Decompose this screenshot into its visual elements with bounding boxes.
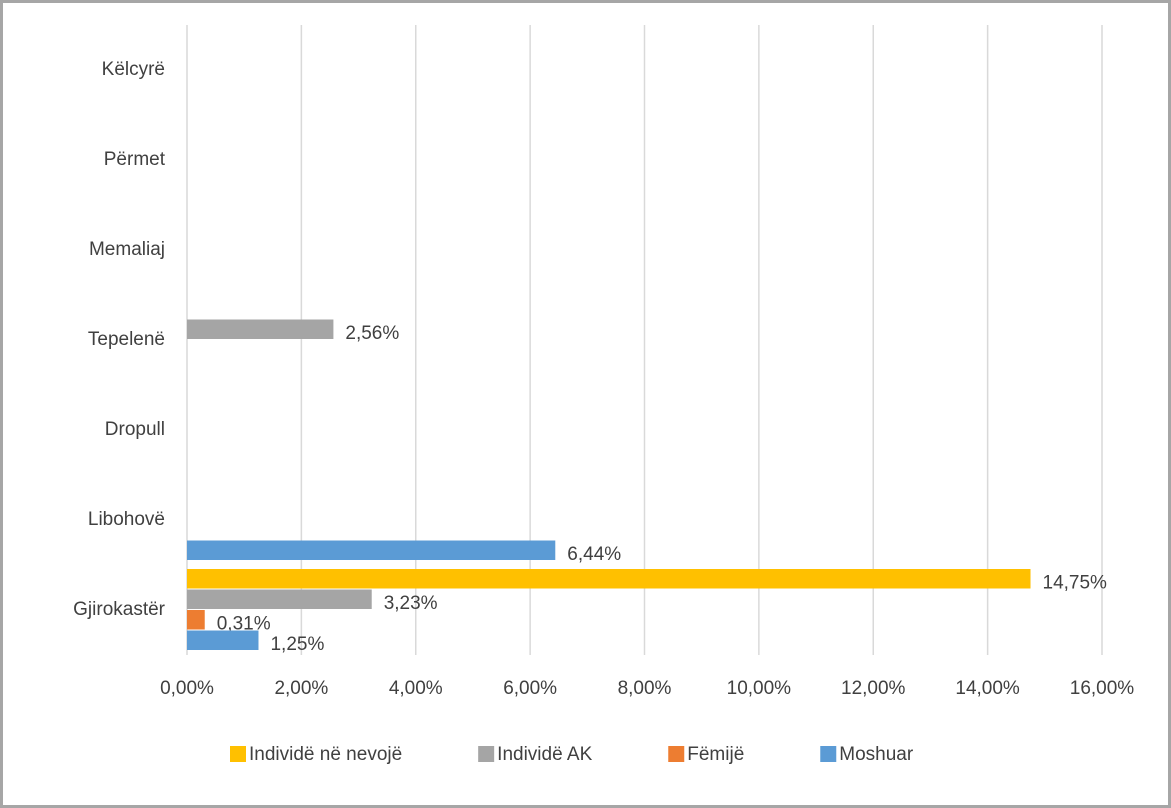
bar <box>187 630 259 650</box>
legend-swatch <box>668 746 685 762</box>
x-tick-label: 6,00% <box>503 678 557 699</box>
y-tick-label: Përmet <box>104 149 166 170</box>
x-tick-label: 4,00% <box>389 678 443 699</box>
x-tick-label: 2,00% <box>274 678 328 699</box>
x-tick-label: 16,00% <box>1070 678 1135 699</box>
y-tick-label: Memaliaj <box>89 239 165 260</box>
data-label: 0,31% <box>217 613 271 634</box>
data-label: 3,23% <box>384 593 438 614</box>
x-tick-label: 8,00% <box>618 678 672 699</box>
x-tick-label: 14,00% <box>955 678 1020 699</box>
data-label: 2,56% <box>345 323 399 344</box>
bar <box>187 589 372 609</box>
legend-label: Moshuar <box>839 744 914 765</box>
y-tick-label: Tepelenë <box>88 329 165 350</box>
y-tick-label: Këlcyrë <box>102 59 165 80</box>
bar <box>187 569 1031 589</box>
legend-label: Individë AK <box>497 744 592 765</box>
x-tick-label: 0,00% <box>160 678 214 699</box>
legend-label: Individë në nevojë <box>249 744 402 765</box>
y-tick-label: Libohovë <box>88 509 165 530</box>
bar <box>187 610 205 630</box>
y-tick-label: Dropull <box>105 419 165 440</box>
bar <box>187 540 556 560</box>
bar <box>187 319 334 339</box>
legend-label: Fëmijë <box>687 744 744 765</box>
x-tick-label: 10,00% <box>727 678 792 699</box>
legend-swatch <box>230 746 246 762</box>
data-label: 14,75% <box>1043 572 1108 593</box>
data-label: 1,25% <box>270 634 324 655</box>
legend-swatch <box>478 746 495 762</box>
data-label: 6,44% <box>567 544 621 565</box>
legend-swatch <box>820 746 837 762</box>
x-tick-label: 12,00% <box>841 678 906 699</box>
y-tick-label: Gjirokastër <box>73 599 166 620</box>
